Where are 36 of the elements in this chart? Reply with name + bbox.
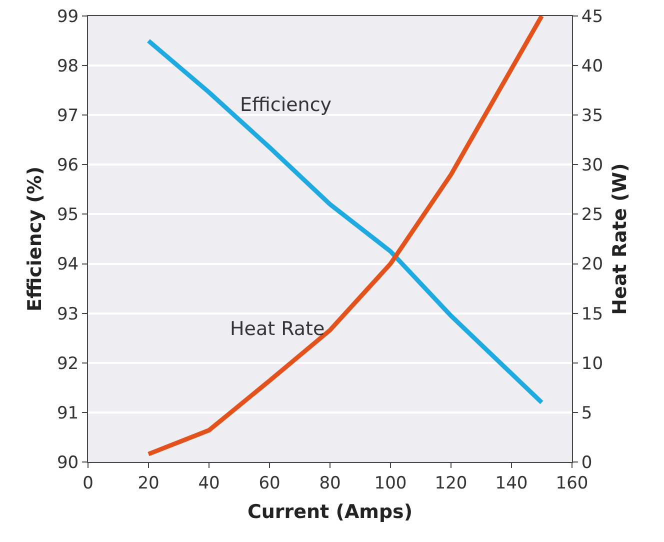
x-tick-label: 60 [258, 473, 280, 494]
y-tick-label: 94 [56, 254, 79, 275]
y2-tick-label: 10 [581, 354, 604, 374]
y2-tick-label: 40 [581, 56, 604, 77]
x-tick-label: 0 [82, 473, 94, 494]
series-label: Efficiency [240, 94, 332, 116]
y2-tick-label: 25 [581, 205, 604, 226]
y2-tick-label: 45 [581, 6, 604, 27]
y-tick-label: 97 [56, 106, 79, 126]
y-tick-label: 95 [56, 205, 79, 226]
y2-tick-label: 35 [581, 106, 604, 126]
y-tick-label: 90 [56, 452, 79, 473]
y-tick-label: 91 [56, 403, 79, 424]
x-tick-label: 80 [319, 473, 341, 494]
series-label: Heat Rate [230, 318, 325, 340]
y2-tick-label: 0 [581, 452, 592, 473]
x-tick-label: 140 [495, 473, 528, 494]
y2-tick-label: 30 [581, 156, 604, 176]
y2-tick-label: 15 [581, 304, 604, 324]
y-tick-label: 99 [56, 6, 79, 27]
y-tick-label: 92 [56, 354, 79, 374]
x-tick-label: 120 [434, 473, 468, 494]
x-tick-label: 40 [198, 473, 220, 494]
x-tick-label: 20 [138, 473, 160, 494]
y2-axis-title: Heat Rate (W) [608, 163, 631, 315]
y-axis-title: Efficiency (%) [24, 166, 46, 312]
y-tick-label: 96 [56, 156, 79, 176]
x-tick-label: 160 [556, 473, 588, 494]
line-series [146, 38, 544, 405]
line-series [146, 16, 544, 456]
x-tick-label: 100 [374, 473, 407, 494]
y-tick-label: 93 [56, 304, 79, 324]
y2-tick-label: 5 [581, 403, 592, 424]
y2-tick-label: 20 [581, 254, 604, 275]
x-axis-title: Current (Amps) [247, 501, 413, 524]
y-tick-label: 98 [56, 56, 79, 77]
